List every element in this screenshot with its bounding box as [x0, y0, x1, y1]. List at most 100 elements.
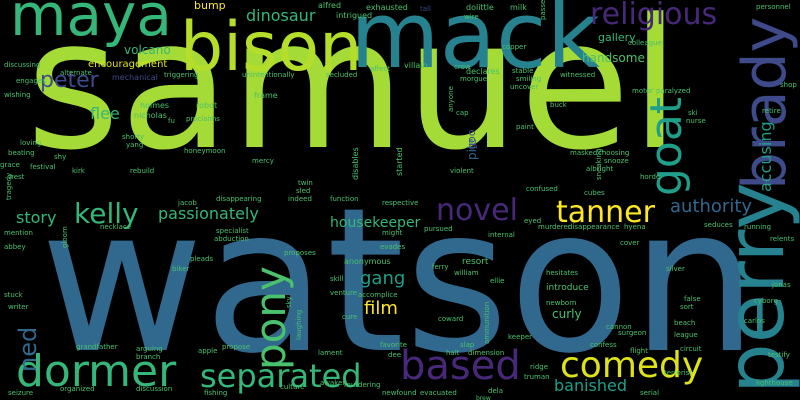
word: accusing	[756, 121, 775, 192]
word: shop	[780, 81, 797, 89]
word: dolittle	[466, 3, 494, 12]
word: samuel	[26, 0, 681, 190]
word: loving	[20, 139, 42, 147]
word: indeed	[288, 195, 312, 203]
word: accomplice	[358, 291, 398, 299]
word: alternate	[60, 69, 92, 77]
word: introduce	[546, 283, 589, 293]
word: beach	[674, 319, 696, 327]
word: tall	[420, 5, 431, 13]
word: bison	[180, 8, 363, 87]
word: resort	[462, 257, 489, 267]
word: robot	[196, 101, 218, 110]
word: circuit	[680, 345, 702, 353]
word: separated	[200, 357, 362, 395]
word: newborn	[546, 299, 577, 307]
word: banished	[554, 376, 628, 395]
word: cubes	[584, 189, 605, 197]
word: fishing	[204, 389, 228, 397]
word: newfound	[382, 389, 417, 397]
word: crow	[454, 63, 471, 71]
word: tragedy	[5, 172, 13, 200]
word: mack	[350, 0, 600, 89]
word: secluded	[326, 71, 358, 79]
word: skill	[330, 275, 344, 283]
word: anyone	[447, 86, 455, 112]
word: milk	[510, 3, 527, 12]
word: william	[454, 269, 479, 277]
word: uncover	[510, 83, 539, 91]
word: specialist	[216, 227, 249, 235]
word: eyed	[524, 217, 542, 225]
word: might	[382, 229, 403, 237]
word: masked	[570, 149, 598, 157]
word: sort	[680, 303, 694, 311]
word: copper	[502, 43, 527, 51]
word: mechanical	[112, 73, 158, 82]
word: cap	[456, 109, 469, 117]
word: surgeon	[618, 329, 647, 337]
word: proclaims	[186, 115, 220, 123]
word: twin	[298, 179, 313, 187]
word: hesitates	[546, 269, 579, 277]
word: buck	[550, 101, 567, 109]
word: venture	[330, 289, 358, 297]
word: unintentionally	[242, 71, 295, 79]
word: gang	[360, 268, 406, 289]
word: sky	[285, 296, 293, 308]
word: paint	[516, 123, 534, 131]
word: flight	[630, 347, 648, 355]
word: pony	[246, 266, 295, 370]
word: lighthouse	[756, 379, 793, 387]
word: terrorist	[664, 369, 693, 377]
word: ammunition	[483, 301, 491, 344]
word: disables	[351, 147, 360, 180]
word: abbey	[4, 243, 26, 251]
word: bump	[194, 0, 226, 12]
word: sled	[296, 187, 311, 195]
word: housekeeper	[330, 215, 421, 231]
word: colleague	[628, 39, 662, 47]
word: alfred	[318, 1, 342, 10]
word: snooze	[604, 157, 629, 165]
word: cure	[342, 313, 358, 321]
word: handsome	[582, 51, 645, 65]
word: watson	[40, 165, 758, 398]
word: violent	[450, 167, 474, 175]
word: stable	[512, 67, 534, 75]
word: choosing	[598, 149, 630, 157]
word: nicholas	[134, 111, 167, 120]
word: murderer	[538, 223, 571, 231]
word: goat	[641, 96, 692, 196]
word: curly	[552, 307, 582, 321]
word: comedy	[560, 345, 704, 386]
word: pursued	[424, 225, 453, 233]
word: serial	[640, 389, 660, 397]
word: fu	[168, 117, 175, 125]
word: albright	[586, 165, 614, 173]
word: abduction	[214, 235, 249, 243]
word: anonymous	[344, 257, 391, 266]
word: witnessed	[560, 71, 596, 79]
word: kirk	[72, 167, 85, 175]
word: evacuated	[420, 389, 457, 397]
word: religious	[590, 0, 718, 32]
word: testify	[768, 351, 790, 359]
word: morgue	[460, 75, 488, 83]
word: maya	[10, 0, 172, 49]
word: intrigued	[336, 11, 373, 20]
word: exhausted	[366, 3, 408, 12]
word: coward	[438, 315, 464, 323]
word: seduces	[704, 221, 733, 229]
word: dee	[388, 351, 402, 359]
word: motor	[632, 87, 654, 95]
word: halt	[446, 349, 460, 357]
word: peter	[40, 68, 99, 93]
word: started	[395, 147, 404, 176]
word: ski	[688, 109, 698, 117]
word: gloom	[61, 226, 69, 248]
word: smiling	[516, 75, 542, 83]
word: mention	[4, 229, 33, 237]
word: slap	[460, 341, 475, 349]
